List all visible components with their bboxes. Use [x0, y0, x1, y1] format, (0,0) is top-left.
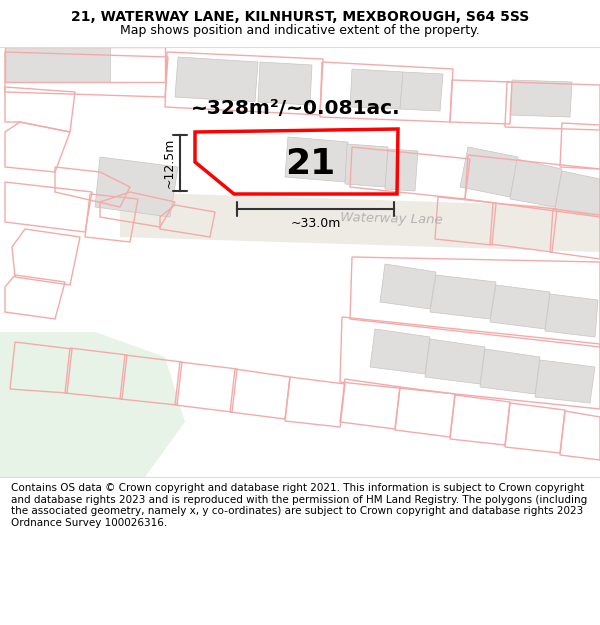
Polygon shape: [510, 159, 562, 207]
Polygon shape: [480, 349, 540, 394]
Polygon shape: [425, 339, 485, 384]
Text: Map shows position and indicative extent of the property.: Map shows position and indicative extent…: [120, 24, 480, 37]
Polygon shape: [0, 332, 185, 477]
Text: ~12.5m: ~12.5m: [163, 138, 176, 188]
Polygon shape: [350, 69, 403, 109]
Polygon shape: [430, 275, 496, 319]
Polygon shape: [95, 157, 178, 217]
Polygon shape: [258, 62, 312, 105]
Polygon shape: [400, 72, 443, 111]
Polygon shape: [370, 329, 430, 374]
Polygon shape: [555, 171, 600, 217]
Polygon shape: [460, 147, 518, 197]
Text: ~328m²/~0.081ac.: ~328m²/~0.081ac.: [191, 99, 401, 119]
Polygon shape: [120, 192, 600, 252]
Polygon shape: [285, 137, 348, 182]
Polygon shape: [510, 80, 572, 117]
Text: ~33.0m: ~33.0m: [290, 217, 341, 230]
Polygon shape: [380, 264, 436, 309]
Text: Contains OS data © Crown copyright and database right 2021. This information is : Contains OS data © Crown copyright and d…: [11, 483, 587, 528]
Polygon shape: [385, 149, 418, 191]
Text: 21, WATERWAY LANE, KILNHURST, MEXBOROUGH, S64 5SS: 21, WATERWAY LANE, KILNHURST, MEXBOROUGH…: [71, 11, 529, 24]
Text: Waterway Lane: Waterway Lane: [340, 211, 443, 227]
Text: 21: 21: [285, 147, 335, 181]
Polygon shape: [535, 360, 595, 403]
Polygon shape: [490, 285, 550, 329]
Polygon shape: [175, 57, 258, 102]
Polygon shape: [5, 47, 110, 82]
Polygon shape: [345, 144, 388, 187]
Polygon shape: [545, 294, 598, 337]
